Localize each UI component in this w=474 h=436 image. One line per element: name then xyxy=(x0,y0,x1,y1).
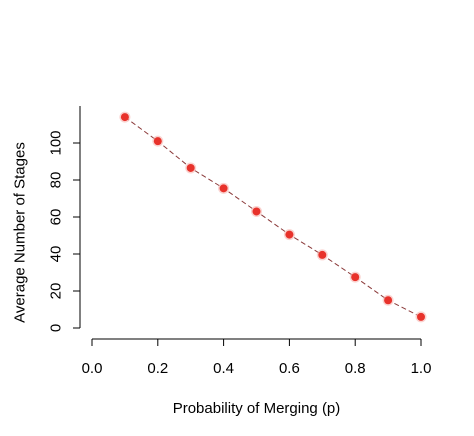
x-tick-label: 1.0 xyxy=(411,360,432,377)
x-tick-label: 0.0 xyxy=(82,360,103,377)
y-axis-title: Average Number of Stages xyxy=(11,142,28,323)
series-line xyxy=(124,116,422,318)
y-tick-label: 20 xyxy=(47,283,64,300)
data-point xyxy=(384,296,393,305)
data-point xyxy=(219,184,228,193)
x-tick-label: 0.4 xyxy=(213,360,234,377)
data-point xyxy=(285,230,294,239)
data-point xyxy=(351,273,360,282)
y-tick-label: 40 xyxy=(47,246,64,263)
x-tick-label: 0.2 xyxy=(147,360,168,377)
x-ticks: 0.0 0.2 0.4 0.6 0.8 1.0 xyxy=(82,339,432,377)
series-points xyxy=(119,111,427,323)
y-tick-label: 60 xyxy=(47,209,64,226)
data-point xyxy=(318,250,327,259)
y-tick-label: 80 xyxy=(47,172,64,189)
y-axis: 0 20 40 60 80 100 xyxy=(47,106,81,332)
x-axis-title: Probability of Merging (p) xyxy=(173,400,341,417)
series-layer xyxy=(119,111,427,323)
data-point xyxy=(252,207,261,216)
data-point xyxy=(153,137,162,146)
y-tick-label: 0 xyxy=(47,324,64,332)
y-ticks: 0 20 40 60 80 100 xyxy=(47,130,80,332)
x-tick-label: 0.6 xyxy=(279,360,300,377)
x-tick-label: 0.8 xyxy=(345,360,366,377)
data-point xyxy=(120,113,129,122)
data-point xyxy=(417,312,425,321)
x-axis: 0.0 0.2 0.4 0.6 0.8 1.0 xyxy=(82,338,432,377)
y-tick-label: 100 xyxy=(47,130,64,155)
data-point xyxy=(186,163,195,172)
